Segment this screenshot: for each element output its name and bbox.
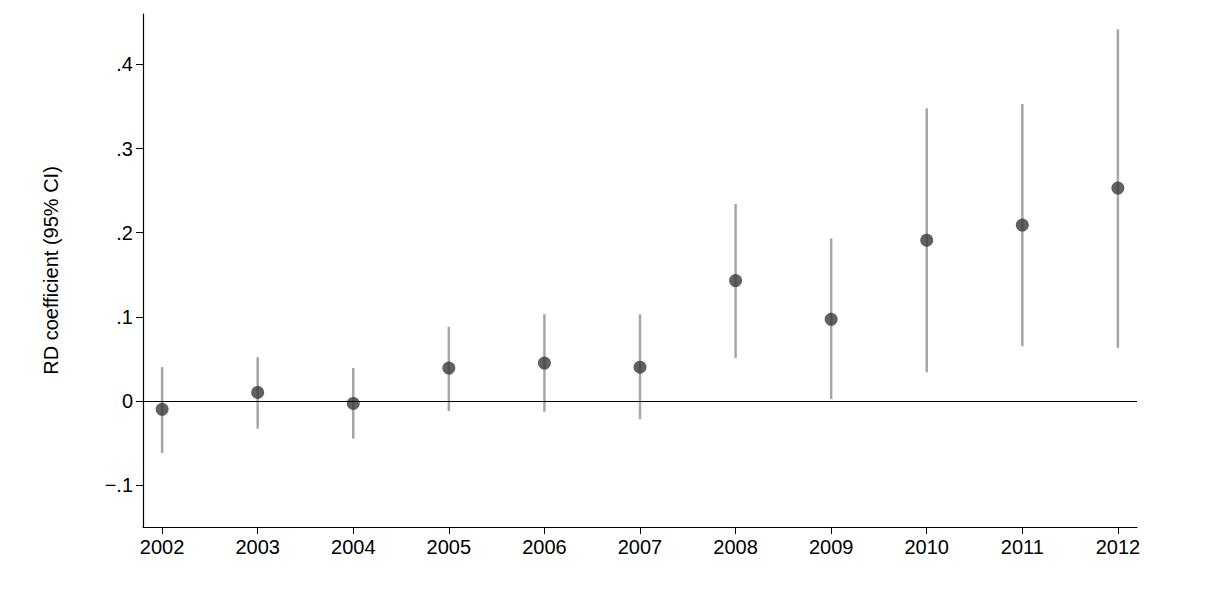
svg-text:2008: 2008 bbox=[713, 536, 758, 558]
svg-text:.2: .2 bbox=[116, 222, 133, 244]
svg-text:2011: 2011 bbox=[1001, 536, 1044, 558]
svg-text:2006: 2006 bbox=[522, 536, 567, 558]
svg-text:.1: .1 bbox=[116, 306, 133, 328]
svg-text:0: 0 bbox=[122, 390, 133, 412]
svg-text:RD coefficient (95% CI): RD coefficient (95% CI) bbox=[40, 166, 62, 375]
svg-text:2010: 2010 bbox=[904, 536, 949, 558]
svg-text:2012: 2012 bbox=[1096, 536, 1141, 558]
svg-text:2002: 2002 bbox=[140, 536, 185, 558]
svg-text:−.1: −.1 bbox=[105, 474, 133, 496]
svg-text:.4: .4 bbox=[116, 53, 133, 75]
svg-text:2007: 2007 bbox=[618, 536, 663, 558]
svg-text:2003: 2003 bbox=[235, 536, 280, 558]
svg-text:.3: .3 bbox=[116, 138, 133, 160]
svg-text:2004: 2004 bbox=[331, 536, 376, 558]
svg-text:2005: 2005 bbox=[427, 536, 472, 558]
svg-text:2009: 2009 bbox=[809, 536, 854, 558]
